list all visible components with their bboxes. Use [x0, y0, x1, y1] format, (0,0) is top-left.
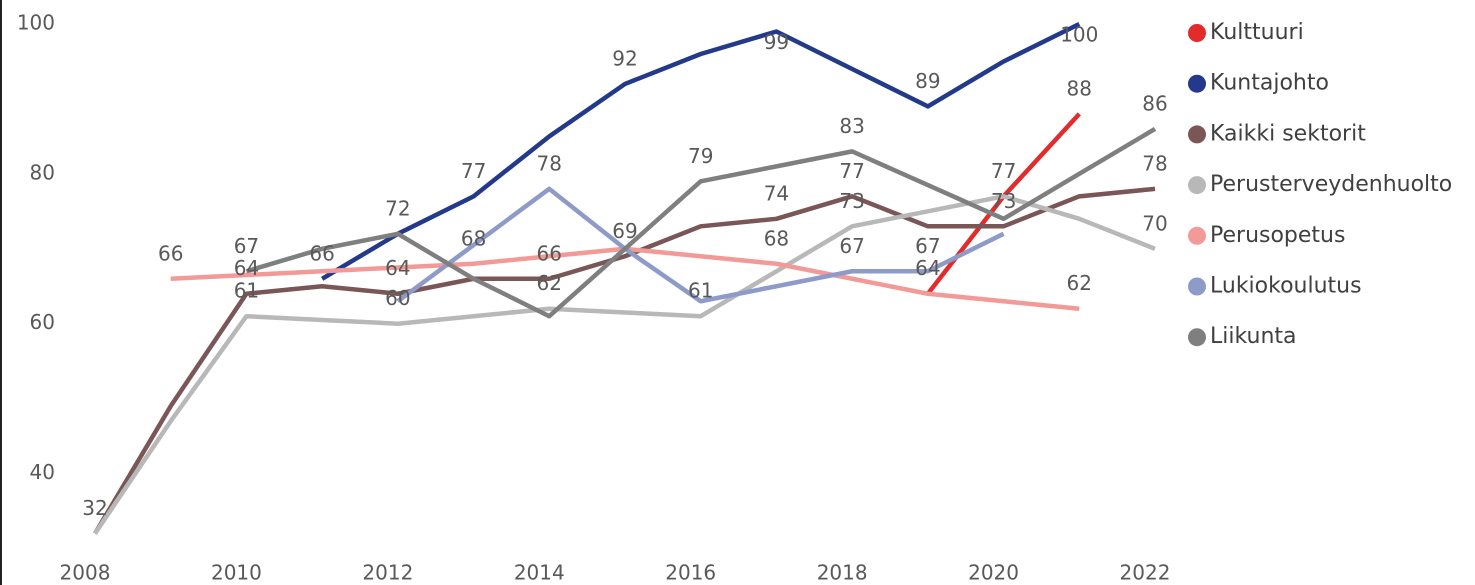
- data-label: 92: [612, 46, 637, 70]
- legend-marker: [1188, 277, 1206, 296]
- data-label: 78: [537, 151, 562, 175]
- data-label: 78: [1142, 151, 1167, 175]
- data-label: 32: [82, 496, 107, 520]
- data-label: 64: [915, 256, 940, 280]
- legend-marker: [1188, 24, 1206, 42]
- data-label: 64: [234, 256, 259, 280]
- x-tick-label: 2008: [60, 561, 111, 585]
- legend-label: Kulttuuri: [1210, 20, 1304, 45]
- data-label: 72: [385, 196, 410, 220]
- data-label: 68: [764, 226, 789, 250]
- legend-marker: [1188, 74, 1206, 93]
- data-label: 73: [839, 189, 864, 213]
- data-label: 66: [309, 241, 334, 265]
- series-line: [245, 126, 1157, 319]
- legend-marker: [1188, 125, 1206, 144]
- series-line: [396, 186, 1005, 304]
- data-label: 79: [688, 144, 713, 168]
- data-label: 73: [991, 189, 1016, 213]
- data-label: 70: [1142, 211, 1167, 235]
- data-label: 64: [385, 256, 410, 280]
- data-label: 77: [991, 159, 1016, 183]
- legend-label: Kaikki sektorit: [1210, 121, 1366, 146]
- data-label: 66: [158, 241, 183, 265]
- data-label: 67: [839, 234, 864, 258]
- x-tick-label: 2022: [1120, 561, 1171, 585]
- series-line: [93, 186, 1156, 535]
- data-label: 61: [234, 279, 259, 303]
- series-line: [320, 21, 1081, 281]
- x-tick-label: 2010: [211, 561, 262, 585]
- data-label: 74: [764, 181, 789, 205]
- data-label: 67: [234, 234, 259, 258]
- data-label: 99: [764, 30, 789, 54]
- y-tick-label: 100: [17, 11, 55, 35]
- legend-label: Kuntajohto: [1210, 71, 1329, 96]
- legend-label: Lukiokoulutus: [1210, 274, 1362, 299]
- x-tick-label: 2012: [362, 561, 413, 585]
- legend-marker: [1188, 176, 1206, 195]
- data-label: 62: [537, 271, 562, 295]
- data-label: 86: [1142, 91, 1167, 115]
- x-tick-label: 2018: [817, 561, 868, 585]
- data-label: 69: [612, 219, 637, 243]
- data-label: 77: [461, 159, 486, 183]
- data-label: 60: [385, 286, 410, 310]
- legend-marker: [1188, 226, 1206, 245]
- x-tick-label: 2016: [665, 561, 716, 585]
- data-label: 77: [839, 159, 864, 183]
- data-label: 100: [1060, 23, 1098, 47]
- x-tick-label: 2020: [968, 561, 1019, 585]
- legend-marker: [1188, 328, 1206, 347]
- x-tick-label: 2014: [514, 561, 565, 585]
- data-label: 62: [1067, 271, 1092, 295]
- legend-label: Liikunta: [1210, 324, 1297, 349]
- data-label: 66: [537, 241, 562, 265]
- legend-label: Perusopetus: [1210, 223, 1345, 248]
- data-label: 61: [688, 279, 713, 303]
- data-label: 89: [915, 69, 940, 93]
- y-tick-label: 40: [30, 460, 55, 484]
- data-label: 88: [1067, 76, 1092, 100]
- data-label: 67: [915, 234, 940, 258]
- y-tick-label: 60: [30, 310, 55, 334]
- series-line: [93, 194, 1156, 535]
- data-label: 68: [461, 226, 486, 250]
- y-tick-label: 80: [30, 160, 55, 184]
- data-label: 83: [839, 114, 864, 138]
- legend-label: Perusterveydenhuolto: [1210, 172, 1452, 197]
